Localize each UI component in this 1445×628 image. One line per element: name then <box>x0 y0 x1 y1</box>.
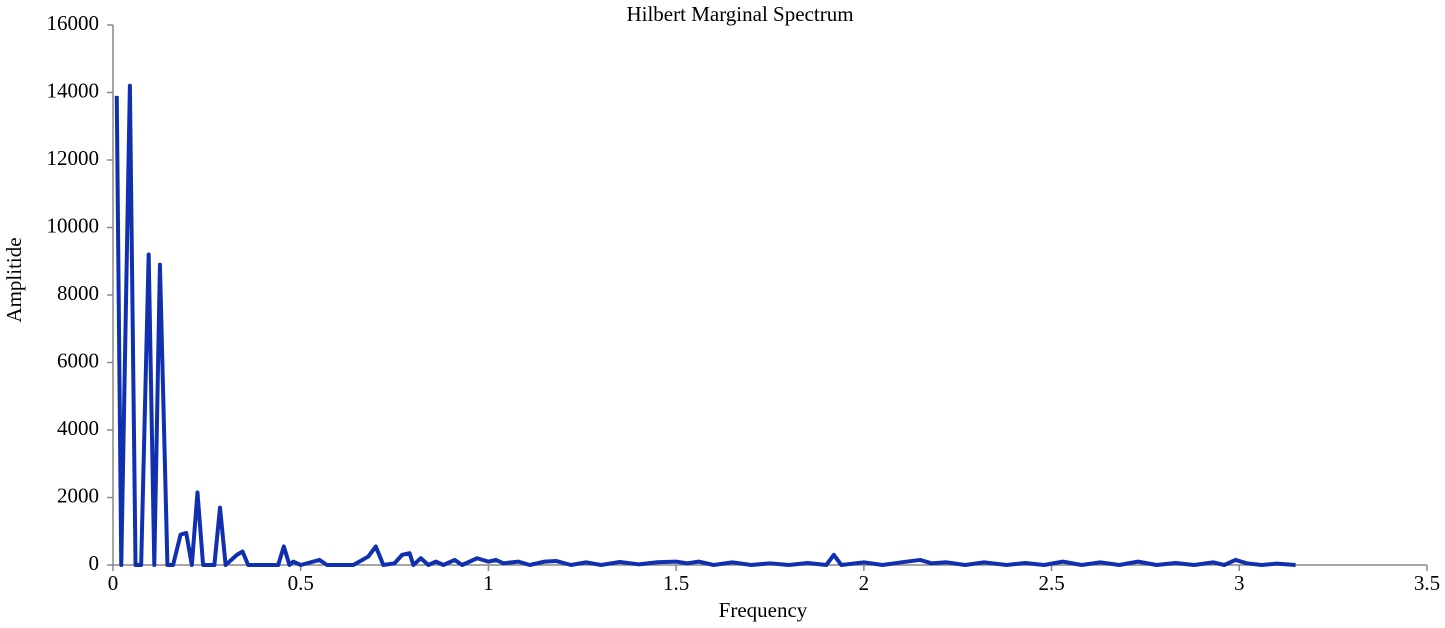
y-tick-label: 16000 <box>47 11 100 35</box>
y-tick-label: 2000 <box>57 483 99 507</box>
x-tick-label: 3 <box>1234 571 1245 595</box>
x-tick-label: 1.5 <box>663 571 689 595</box>
x-axis-label: Frequency <box>719 598 808 622</box>
y-tick-label: 8000 <box>57 281 99 305</box>
chart-title: Hilbert Marginal Spectrum <box>626 2 853 26</box>
x-tick-label: 2 <box>859 571 870 595</box>
y-tick-label: 0 <box>89 551 100 575</box>
x-tick-label: 2.5 <box>1038 571 1064 595</box>
y-tick-label: 14000 <box>47 78 100 102</box>
y-tick-label: 4000 <box>57 416 99 440</box>
x-tick-label: 1 <box>483 571 494 595</box>
y-tick-label: 10000 <box>47 213 100 237</box>
y-tick-label: 6000 <box>57 348 99 372</box>
y-axis-label: Amplitide <box>2 237 26 322</box>
x-tick-label: 0.5 <box>288 571 314 595</box>
x-tick-label: 0 <box>108 571 119 595</box>
data-line <box>114 83 1296 567</box>
y-tick-label: 12000 <box>47 146 100 170</box>
x-tick-label: 3.5 <box>1414 571 1440 595</box>
